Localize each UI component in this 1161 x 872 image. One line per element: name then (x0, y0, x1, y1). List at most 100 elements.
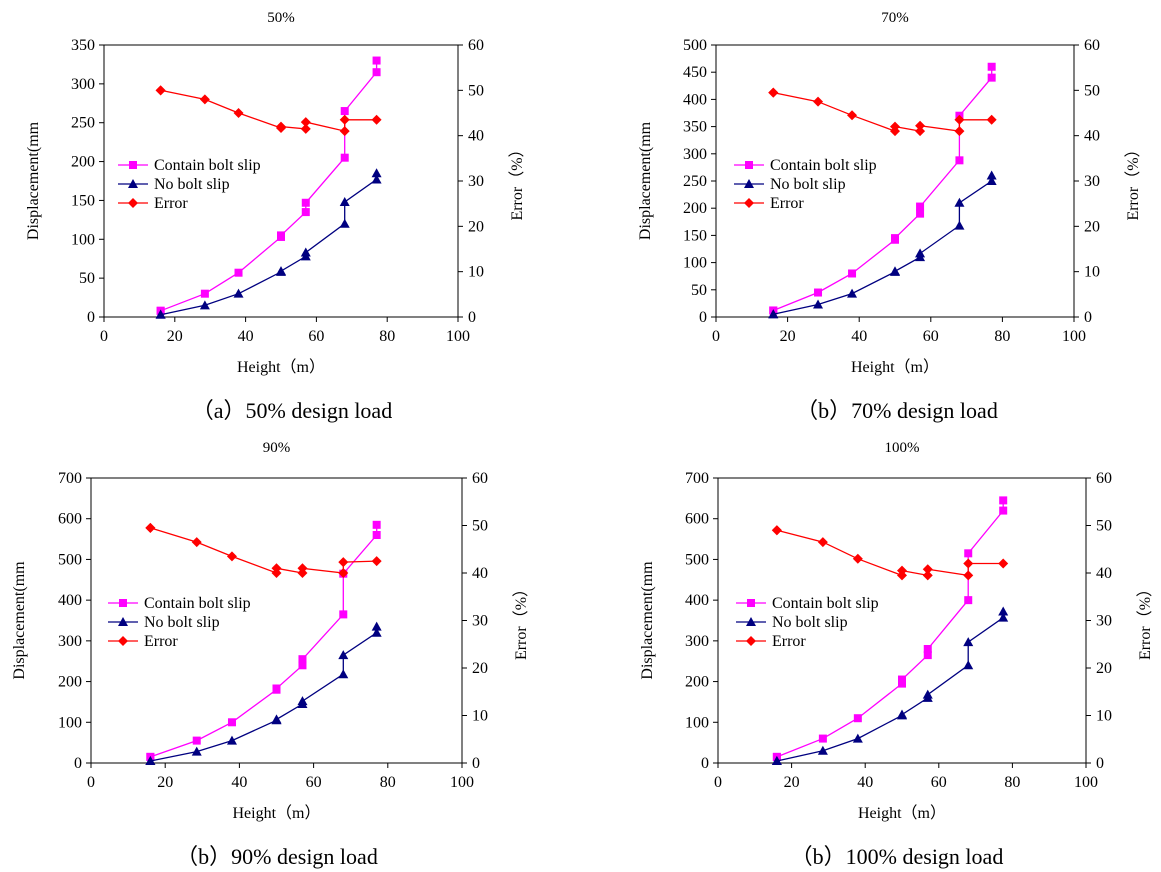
y-tick-label: 500 (685, 551, 709, 568)
data-point (987, 62, 996, 71)
data-point (300, 123, 311, 134)
x-tick-label: 20 (157, 774, 173, 791)
y-tick-label: 600 (685, 511, 709, 528)
data-point (227, 718, 236, 727)
series-line (773, 91, 992, 133)
series-no-bolt-slip (145, 621, 382, 765)
data-point (999, 496, 1008, 505)
data-point (813, 96, 824, 107)
data-point (192, 736, 201, 745)
data-point (371, 627, 382, 637)
x-tick-label: 100 (450, 774, 474, 791)
data-point (964, 549, 973, 558)
data-point (271, 563, 282, 574)
data-point (339, 114, 350, 125)
data-point (338, 650, 349, 660)
y-tick-label: 350 (683, 119, 707, 136)
legend-label: Error (154, 195, 188, 212)
series-line (150, 527, 377, 574)
data-point (852, 553, 863, 564)
y2-tick-label: 10 (1084, 264, 1100, 281)
data-point (813, 299, 824, 309)
y2-tick-label: 0 (1096, 755, 1104, 772)
data-point (768, 87, 779, 98)
data-point (963, 637, 974, 647)
x-tick-label: 80 (994, 328, 1010, 345)
data-point (890, 266, 900, 276)
y2-tick-label: 0 (468, 309, 476, 326)
data-point (963, 558, 974, 569)
y-axis-label: Displacement(mm (25, 121, 42, 240)
data-point (954, 197, 965, 207)
legend-marker (128, 198, 138, 208)
y-tick-label: 100 (71, 231, 95, 248)
y2-tick-label: 30 (472, 613, 488, 630)
y-tick-label: 700 (685, 470, 709, 487)
y-tick-label: 100 (685, 714, 709, 731)
data-point (954, 126, 965, 137)
data-point (897, 565, 907, 576)
data-point (155, 309, 166, 319)
data-point (371, 168, 382, 178)
y2-tick-label: 60 (1096, 470, 1112, 487)
x-tick-label: 60 (308, 328, 324, 345)
data-point (339, 126, 350, 137)
y2-tick-label: 20 (1084, 218, 1100, 235)
legend-marker (745, 161, 753, 169)
data-point (986, 176, 997, 185)
chart-title: 50% (267, 10, 295, 26)
y2-tick-label: 0 (472, 755, 480, 772)
data-point (771, 525, 782, 536)
legend-marker (128, 179, 138, 188)
y2-tick-label: 40 (468, 128, 484, 145)
data-point (339, 218, 350, 228)
legend-label: No bolt slip (772, 614, 848, 631)
series-error (145, 522, 382, 578)
y-tick-label: 300 (71, 76, 95, 93)
x-tick-label: 100 (1062, 328, 1086, 345)
chart-caption: （b）90% design load (176, 844, 378, 869)
data-point (226, 735, 237, 745)
legend: Contain bolt slip No bolt slip Error (734, 157, 877, 212)
data-point (852, 733, 863, 743)
x-tick-label: 0 (87, 774, 95, 791)
legend-marker (746, 636, 756, 646)
data-point (233, 108, 244, 118)
data-point (372, 520, 381, 529)
y2-tick-label: 20 (468, 218, 484, 235)
data-point (300, 117, 311, 128)
data-point (297, 563, 308, 574)
data-point (818, 734, 827, 743)
chart-title: 100% (885, 440, 920, 456)
chart-title: 90% (263, 440, 291, 456)
chart-caption: （a）50% design load (191, 398, 393, 423)
y2-tick-label: 30 (1096, 613, 1112, 630)
data-point (371, 174, 382, 184)
data-point (964, 596, 973, 605)
y-tick-label: 700 (58, 470, 82, 487)
x-tick-label: 100 (1074, 774, 1098, 791)
y2-tick-label: 10 (468, 264, 484, 281)
x-tick-label: 20 (784, 774, 800, 791)
data-point (898, 675, 906, 684)
x-axis-label: Height（m） (233, 804, 321, 822)
chart-panel-50: 50% 0 20 40 60 80 100 0 50 100 150 200 250 300 350 0 10 2… (0, 0, 580, 436)
data-point (339, 610, 348, 619)
y-tick-label: 0 (699, 309, 707, 326)
y2-tick-label: 10 (1096, 708, 1112, 725)
y-tick-label: 100 (58, 714, 82, 731)
y2-tick-label: 50 (1084, 82, 1100, 99)
y2-axis-label: Error（%） (1136, 581, 1154, 660)
y-tick-label: 350 (71, 37, 95, 54)
y2-tick-label: 40 (472, 565, 488, 582)
data-point (372, 68, 381, 77)
x-tick-label: 60 (306, 774, 322, 791)
y2-tick-label: 40 (1084, 128, 1100, 145)
chart-svg: 90% 0 20 40 60 80 100 0 100 200 300 400 500 600 700 0 10… (11, 440, 530, 822)
y-tick-label: 0 (701, 755, 709, 772)
y-tick-label: 300 (58, 633, 82, 650)
y2-tick-label: 50 (1096, 518, 1112, 535)
data-point (963, 570, 974, 581)
series-error (155, 85, 382, 137)
data-point (915, 120, 926, 131)
